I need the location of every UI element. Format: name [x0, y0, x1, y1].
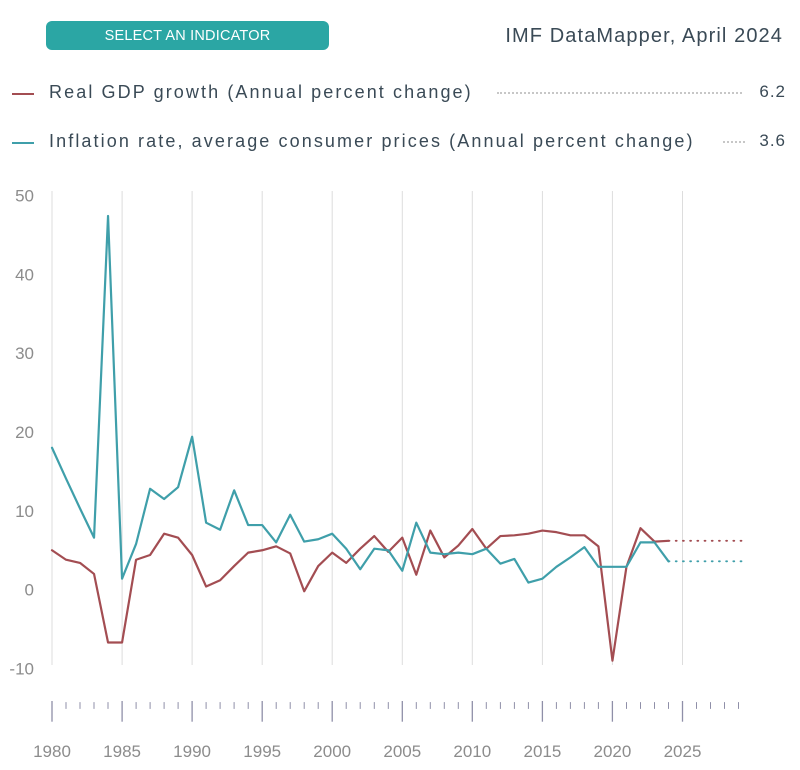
svg-text:30: 30	[15, 344, 34, 363]
svg-text:50: 50	[15, 186, 34, 205]
svg-text:2025: 2025	[664, 742, 702, 761]
svg-text:2020: 2020	[593, 742, 631, 761]
svg-text:0: 0	[25, 581, 34, 600]
svg-text:2010: 2010	[453, 742, 491, 761]
svg-text:1990: 1990	[173, 742, 211, 761]
svg-text:10: 10	[15, 502, 34, 521]
svg-text:1985: 1985	[103, 742, 141, 761]
svg-text:1995: 1995	[243, 742, 281, 761]
svg-text:2005: 2005	[383, 742, 421, 761]
svg-text:-10: -10	[9, 660, 34, 679]
svg-text:2000: 2000	[313, 742, 351, 761]
svg-text:2015: 2015	[523, 742, 561, 761]
svg-text:20: 20	[15, 423, 34, 442]
svg-text:1980: 1980	[33, 742, 71, 761]
svg-text:40: 40	[15, 265, 34, 284]
